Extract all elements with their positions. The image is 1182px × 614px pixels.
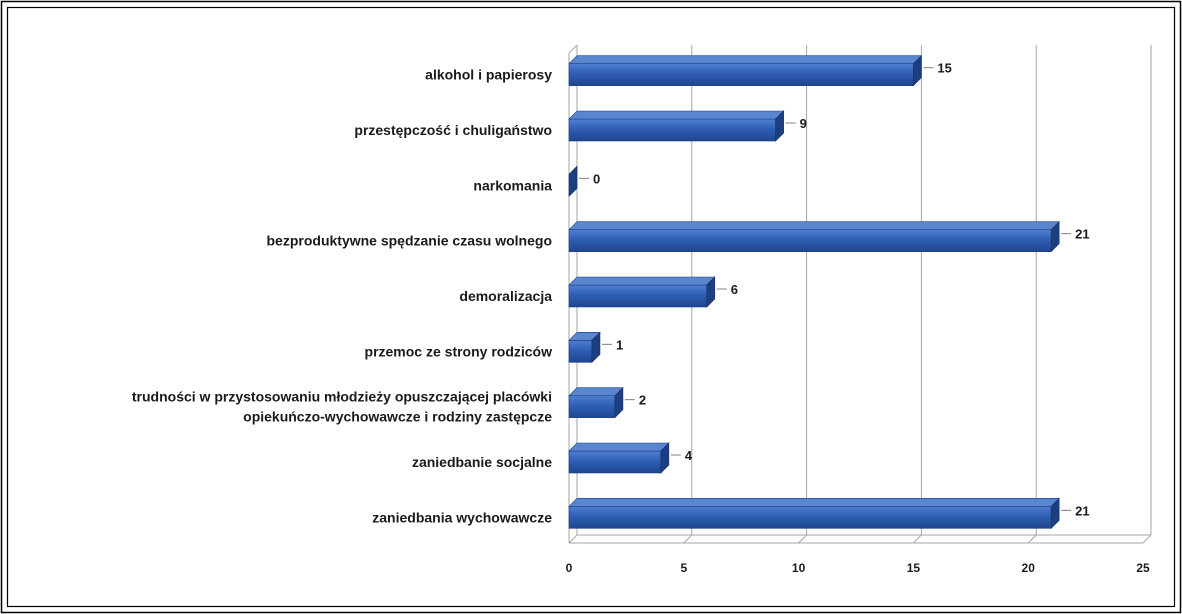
bar-side-7 (660, 442, 670, 474)
bar-front-0 (568, 63, 914, 86)
bar-side-4 (706, 276, 716, 308)
bar-front-3 (568, 229, 1052, 252)
x-tick-label-3: 15 (907, 561, 921, 575)
category-label-3: bezproduktywne spędzanie czasu wolnego (267, 233, 553, 249)
category-label-7: zaniedbanie socjalne (412, 454, 552, 470)
data-label-5: 1 (616, 337, 623, 352)
category-label-line-2-0: narkomania (473, 177, 552, 193)
category-label-line-6-1: opiekuńczo-wychowawcze i rodziny zastępc… (243, 409, 552, 425)
bar-top-1 (568, 110, 785, 120)
bar-top-6 (568, 387, 624, 396)
bar-side-5 (591, 331, 601, 364)
category-label-line-1-0: przestępczość i chuligaństwo (354, 122, 552, 138)
bar-front-5 (568, 340, 593, 363)
bar-2 (568, 165, 578, 198)
bar-8 (568, 497, 1060, 530)
bar-6 (568, 386, 624, 419)
bar-side-8 (1050, 497, 1060, 530)
bar-top-7 (568, 442, 670, 452)
category-label-line-6-0: trudności w przystosowaniu młodzieży opu… (132, 389, 552, 405)
category-label-2: narkomania (473, 177, 552, 193)
bar-top-0 (568, 55, 923, 64)
bar-front-7 (568, 450, 662, 474)
data-label-2: 0 (593, 171, 600, 186)
bar-front-1 (568, 118, 776, 142)
bar-front-4 (568, 284, 708, 308)
bar-4 (568, 276, 716, 308)
gridline-floor-4 (1027, 534, 1037, 544)
x-tick-label-1: 5 (680, 561, 687, 575)
category-label-1: przestępczość i chuligaństwo (354, 122, 552, 138)
x-tick-label-0: 0 (566, 561, 573, 575)
gridline-floor-0 (568, 534, 578, 544)
gridline-floor-3 (913, 534, 922, 544)
category-label-6: trudności w przystosowaniu młodzieży opu… (132, 389, 552, 425)
bar-top-8 (568, 498, 1060, 507)
x-tick-label-2: 10 (792, 561, 806, 575)
inner-frame (6, 6, 1176, 608)
data-label-3: 21 (1075, 227, 1089, 242)
category-label-5: przemoc ze strony rodziców (365, 343, 553, 359)
bar-front-8 (568, 506, 1052, 529)
bar-front-6 (568, 395, 616, 418)
data-label-4: 6 (731, 282, 738, 297)
bar-7 (568, 442, 670, 474)
data-label-7: 4 (685, 448, 693, 463)
category-label-line-0-0: alkohol i papierosy (425, 67, 552, 83)
data-label-1: 9 (800, 116, 807, 131)
bar-side-1 (775, 110, 784, 142)
bar-1 (568, 110, 785, 142)
category-label-line-8-0: zaniedbania wychowawcze (372, 509, 552, 525)
category-label-line-7-0: zaniedbanie socjalne (412, 454, 552, 470)
bar-5 (568, 331, 601, 364)
bar-top-3 (568, 221, 1060, 230)
axis-left-top (568, 44, 578, 54)
bar-side-2 (568, 165, 578, 198)
bar-top-4 (568, 276, 716, 286)
bars-layer (568, 54, 1060, 530)
gridline-floor-1 (683, 534, 693, 544)
bar-side-6 (614, 386, 624, 419)
bar-side-3 (1050, 220, 1060, 253)
bar-side-0 (913, 54, 922, 87)
bar-3 (568, 220, 1060, 253)
x-tick-label-5: 25 (1136, 561, 1150, 575)
category-label-8: zaniedbania wychowawcze (372, 509, 552, 525)
category-label-line-3-0: bezproduktywne spędzanie czasu wolnego (267, 233, 553, 249)
labels-layer: 15 alkohol i papierosy 9 przestępczość i ch… (132, 61, 1090, 526)
data-label-6: 2 (639, 393, 646, 408)
ticks-layer: 0 5 10 15 20 25 (566, 561, 1150, 575)
bar-0 (568, 54, 923, 87)
data-label-8: 21 (1075, 503, 1089, 518)
gridline-floor-5 (1142, 534, 1152, 544)
data-label-0: 15 (937, 61, 951, 76)
category-label-0: alkohol i papierosy (425, 67, 552, 83)
category-label-line-4-0: demoralizacja (459, 288, 552, 304)
gridline-floor-2 (798, 534, 807, 544)
category-label-4: demoralizacja (459, 288, 552, 304)
category-label-line-5-0: przemoc ze strony rodziców (365, 343, 553, 359)
x-tick-label-4: 20 (1022, 561, 1036, 575)
